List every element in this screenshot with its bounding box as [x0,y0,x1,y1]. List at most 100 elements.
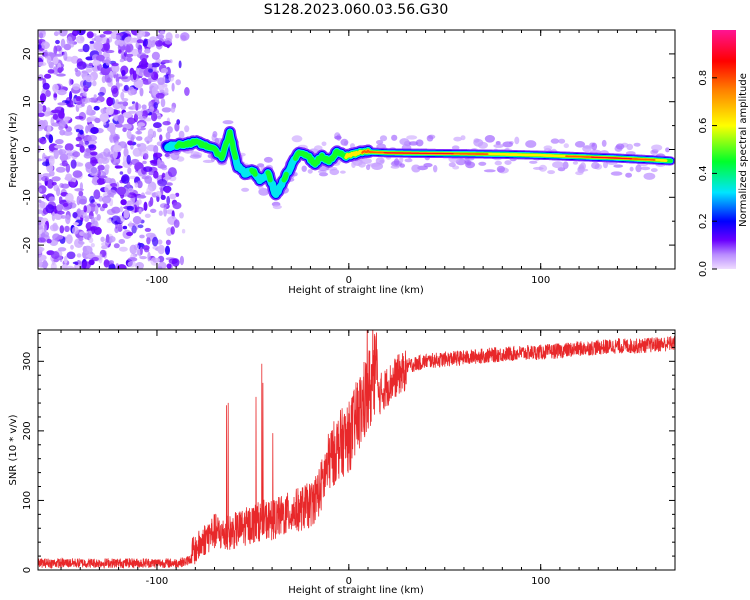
noise-blob [82,245,87,253]
noise-blob [72,151,81,158]
noise-blob [174,33,180,39]
halo-blob [257,163,265,168]
noise-blob [179,255,184,266]
noise-blob [51,211,56,222]
noise-blob [169,193,177,200]
noise-blob [42,111,51,117]
noise-blob [76,35,85,44]
noise-blob [39,137,47,145]
noise-blob [123,84,129,92]
noise-blob [40,41,50,50]
noise-blob [44,49,48,59]
noise-blob [100,236,105,242]
noise-blob [73,222,79,226]
noise-blob [173,219,180,228]
noise-blob [87,144,95,149]
noise-blob [75,115,84,120]
noise-blob [148,101,153,108]
noise-blob [149,42,156,48]
noise-blob [113,109,121,115]
noise-blob [101,241,109,247]
noise-blob [38,224,44,230]
halo-blob [550,138,560,144]
noise-blob [150,71,159,81]
noise-blob [92,60,101,66]
noise-blob [113,243,120,249]
halo-blob [580,162,586,171]
halo-blob [643,172,656,180]
noise-blob [166,195,171,205]
noise-blob [135,262,144,269]
noise-blob [124,43,134,53]
noise-blob [46,55,52,65]
noise-blob [117,101,127,105]
noise-blob [59,225,65,234]
noise-blob [157,158,161,168]
noise-blob [44,73,52,79]
halo-blob [448,162,456,167]
halo-blob [314,145,323,151]
halo-blob [272,204,282,210]
noise-blob [53,31,59,37]
halo-blob [426,135,434,142]
noise-blob [105,106,114,116]
noise-blob [113,136,120,140]
noise-blob [87,134,98,142]
noise-blob [119,171,124,175]
noise-blob [126,117,136,125]
noise-blob [170,106,176,113]
noise-blob [70,244,74,250]
noise-blob [126,231,134,236]
halo-blob [610,171,623,176]
noise-blob [136,39,144,44]
colorbar-tick-label: 0.2 [698,213,709,229]
ridge-segment [266,172,273,183]
noise-blob [184,87,190,96]
noise-blob [139,256,147,260]
noise-blob [61,264,68,269]
colorbar-tick-label: 0.0 [698,261,709,277]
snr-series-line [38,330,675,570]
noise-blob [135,130,143,135]
halo-blob [301,165,307,172]
noise-blob [55,166,66,173]
noise-blob [57,102,67,106]
noise-blob [47,69,55,74]
noise-blob [60,215,67,219]
noise-blob [155,191,162,197]
halo-blob [640,166,651,171]
noise-blob [153,102,159,109]
x-tick-label: 0 [346,576,352,587]
noise-blob [65,193,74,203]
noise-blob [39,93,47,103]
noise-blob [123,209,130,219]
noise-blob [108,263,116,269]
noise-blob [142,153,149,160]
halo-blob [514,136,520,145]
colorbar-tick-label: 0.6 [698,118,709,134]
noise-blob [98,253,103,264]
noise-blob [60,183,70,189]
noise-blob [143,38,149,47]
y-tick-label: 10 [22,95,33,108]
noise-blob [167,167,177,178]
noise-blob [55,39,60,45]
noise-blob [82,91,87,97]
noise-blob [38,246,43,255]
x-tick-label: -100 [146,275,169,286]
noise-blob [57,89,67,96]
noise-blob [75,128,80,133]
noise-blob [157,128,162,133]
halo-blob [291,135,303,143]
noise-blob [163,207,168,217]
colorbar-tick-label: 0.4 [698,165,709,181]
halo-blob [178,130,185,139]
noise-blob [156,34,165,40]
halo-blob [460,135,466,141]
noise-blob [111,62,119,67]
noise-blob [56,204,63,212]
y-tick-label: -10 [22,189,33,205]
noise-blob [126,130,132,139]
